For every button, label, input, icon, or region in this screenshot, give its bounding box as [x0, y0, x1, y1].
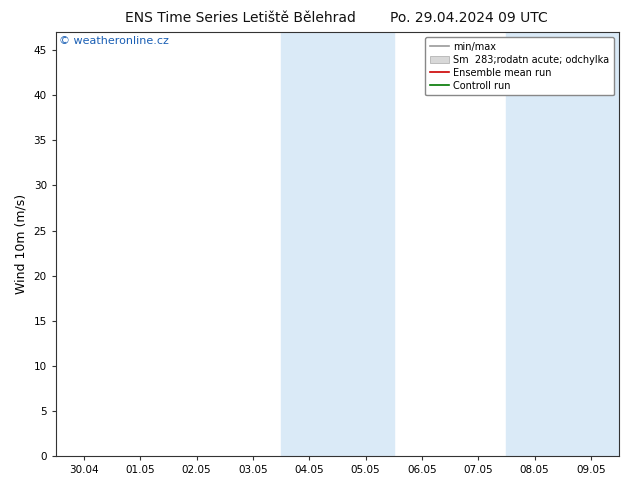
Text: © weatheronline.cz: © weatheronline.cz: [59, 36, 169, 47]
Bar: [507, 32, 563, 456]
Bar: [281, 32, 337, 456]
Y-axis label: Wind 10m (m/s): Wind 10m (m/s): [15, 194, 28, 294]
Text: ENS Time Series Letiště Bělehrad: ENS Time Series Letiště Bělehrad: [126, 11, 356, 25]
Bar: [337, 32, 394, 456]
Text: Po. 29.04.2024 09 UTC: Po. 29.04.2024 09 UTC: [391, 11, 548, 25]
Legend: min/max, Sm  283;rodatn acute; odchylka, Ensemble mean run, Controll run: min/max, Sm 283;rodatn acute; odchylka, …: [425, 37, 614, 96]
Bar: [563, 32, 619, 456]
